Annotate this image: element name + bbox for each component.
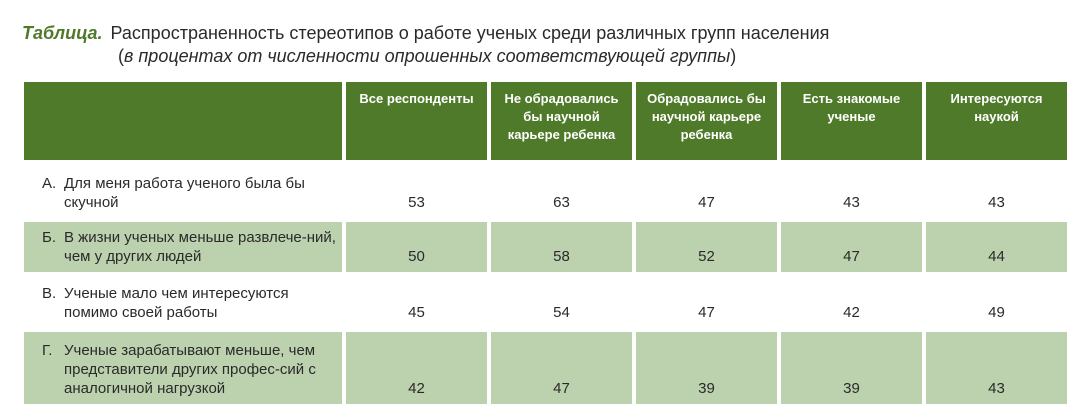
value-cell: 63 [553,194,570,211]
row-label-cell: Г. Ученые зарабатывают меньше, чем предст… [24,332,342,404]
value-cell: 39 [781,332,922,404]
value-cell: 53 [408,194,425,211]
caption-paren-open: ( [118,46,124,66]
table-row: В. Ученые мало чем интересуются помимо св… [24,276,1067,328]
row-letter: А. [42,175,57,192]
caption-paren-close: ) [730,46,737,66]
header-corner-cell [24,82,342,160]
table-row: Б. В жизни ученых меньше развлече-ний, че… [24,222,1067,272]
value-cell: 42 [843,304,860,321]
value-cell: 43 [926,332,1067,404]
value-cell: 44 [926,222,1067,272]
row-letter: В. [42,285,57,302]
value-cell: 58 [491,222,632,272]
value-cell: 54 [553,304,570,321]
column-header: Все респонденты [346,82,487,160]
value-cell: 50 [346,222,487,272]
column-header: Интересуются наукой [926,82,1067,160]
table-row: А. Для меня работа ученого была бы скучно… [24,164,1067,218]
value-cell: 49 [988,304,1005,321]
caption-line-2: (в процентах от численности опрошенных с… [22,45,829,68]
value-cell: 47 [698,194,715,211]
table-row: Г. Ученые зарабатывают меньше, чем предст… [24,332,1067,404]
value-cell: 39 [636,332,777,404]
value-cell: 45 [408,304,425,321]
row-text: Ученые мало чем интересуются помимо свое… [64,285,289,321]
column-header: Есть знакомые ученые [781,82,922,160]
value-cell: 47 [698,304,715,321]
caption-title: Распространенность стереотипов о работе … [110,23,830,43]
row-label-cell: В. Ученые мало чем интересуются помимо св… [24,276,342,328]
table-caption: Таблица. Распространенность стереотипов о… [22,22,829,68]
row-label-cell: Б. В жизни ученых меньше развлече-ний, че… [24,222,342,272]
value-cell: 42 [346,332,487,404]
value-cell: 52 [636,222,777,272]
row-text: В жизни ученых меньше развлече-ний, чем … [64,229,336,265]
value-cell: 43 [843,194,860,211]
value-cell: 47 [491,332,632,404]
row-label-cell: А. Для меня работа ученого была бы скучно… [24,164,342,218]
column-header: Не обрадовались бы научной карьере ребен… [491,82,632,160]
caption-label: Таблица. [22,23,103,43]
row-letter: Г. [42,342,53,359]
row-text: Ученые зарабатывают меньше, чем представ… [64,342,316,397]
row-letter: Б. [42,229,57,246]
caption-line-1: Таблица. Распространенность стереотипов о… [22,22,829,45]
header-row: Все респонденты Не обрадовались бы научн… [24,82,1067,160]
row-text: Для меня работа ученого была бы скучной [64,175,305,211]
column-header: Обрадовались бы научной карьере ребенка [636,82,777,160]
value-cell: 43 [988,194,1005,211]
value-cell: 47 [781,222,922,272]
data-table: Все респонденты Не обрадовались бы научн… [20,82,1071,404]
caption-subtitle: в процентах от численности опрошенных со… [124,46,731,66]
